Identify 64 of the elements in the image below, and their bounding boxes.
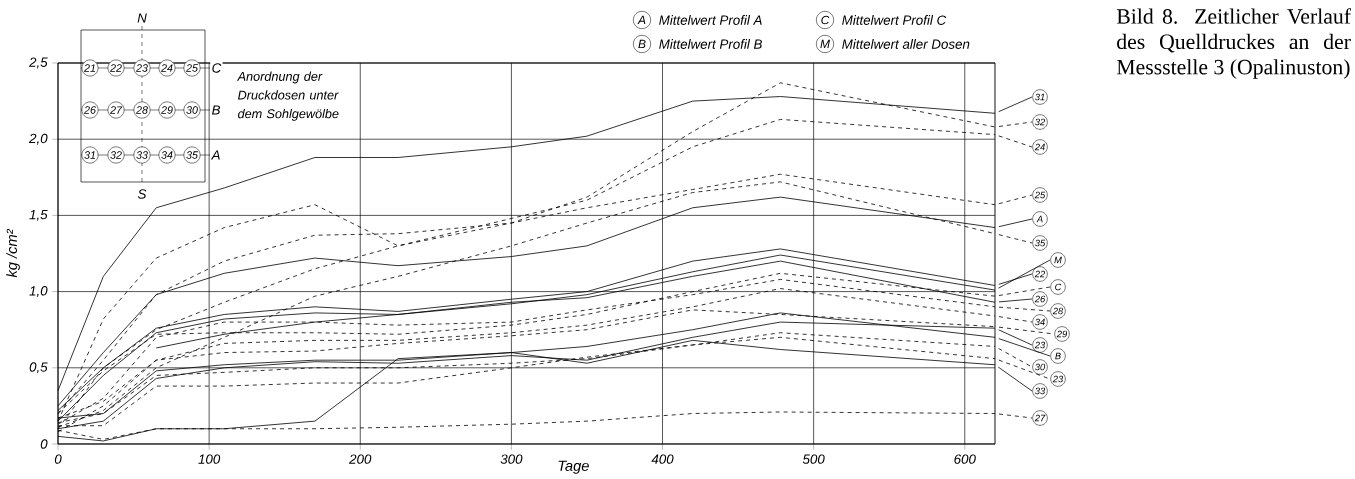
annotation: 23 (136, 64, 148, 72)
x-tick-label: 300 (500, 454, 523, 464)
x-tick-label: 400 (651, 454, 674, 464)
text: 23 (1052, 375, 1064, 383)
annotation: 28 (136, 106, 148, 114)
text: M (820, 39, 830, 49)
annotation: 30 (186, 106, 198, 114)
annotation: 22 (110, 64, 122, 72)
text: 30 (1035, 363, 1046, 371)
y-tick-label: 1,5 (29, 209, 48, 221)
legend-label: 34 (1035, 318, 1045, 326)
text: Mittelwert Profil C (842, 15, 947, 25)
x-tick-label: 100 (198, 454, 221, 464)
legend-label: 25 (1034, 191, 1046, 199)
text: C (821, 15, 830, 25)
text: Mittelwert aller Dosen (842, 39, 970, 49)
legend-label: 22 (1034, 270, 1046, 278)
annotation: C (212, 63, 222, 73)
legend-label: 26 (1034, 295, 1046, 303)
annotation: 26 (84, 106, 96, 114)
annotation: 24 (161, 64, 173, 72)
legend-label: 32 (1035, 118, 1046, 126)
text: M (1054, 256, 1062, 264)
text: B (1055, 352, 1061, 360)
text: Mittelwert Profil B (659, 39, 762, 49)
y-tick-label: 0 (40, 439, 48, 449)
text: 31 (1035, 93, 1045, 101)
text: 33 (1035, 387, 1046, 395)
legend-label: 24 (1034, 143, 1045, 151)
text: Mittelwert Profil A (659, 15, 762, 25)
legend-label: 35 (1035, 239, 1046, 247)
annotation: 27 (110, 106, 123, 114)
y-tick-label: 1,0 (29, 286, 48, 298)
annotation: 33 (136, 151, 148, 159)
x-tick-label: 500 (802, 454, 825, 464)
y-tick-label: 2,0 (28, 133, 48, 145)
x-tick-label: 0 (54, 454, 62, 464)
text: 29 (1056, 330, 1067, 338)
legend-label: 27 (1034, 414, 1046, 422)
annotation: 25 (186, 64, 198, 72)
annotation: Anordnung der Druckdosen unter dem Sohlgewölbe (236, 71, 339, 121)
text: Bild 8. Zeitlicher Verlauf des Quelldruckes an der Messstelle 3 (Opalinuston) (1116, 8, 1351, 79)
annotation: S (137, 189, 147, 199)
y-tick-label: 0,5 (29, 362, 48, 374)
text: 28 (1052, 307, 1064, 315)
annotation: 31 (84, 151, 96, 159)
annotation: B (212, 105, 221, 115)
text: C (1055, 283, 1062, 291)
text: A (637, 15, 646, 25)
text: N (137, 13, 147, 23)
annotation: 29 (161, 106, 173, 114)
x-tick-label: 600 (954, 454, 976, 464)
y-axis-title: kg /cm² (6, 229, 20, 278)
x-axis-title: Tage (558, 460, 589, 474)
text: B (638, 39, 646, 49)
annotation: 21 (84, 64, 96, 72)
text: 23 (1034, 341, 1046, 349)
x-tick-label: 200 (349, 454, 372, 464)
annotation: 32 (110, 151, 122, 159)
annotation: A (210, 150, 220, 160)
y-tick-label: 2,5 (28, 57, 48, 69)
annotation: 34 (161, 151, 173, 159)
legend-label: A (1036, 215, 1043, 223)
annotation: 35 (186, 151, 198, 159)
